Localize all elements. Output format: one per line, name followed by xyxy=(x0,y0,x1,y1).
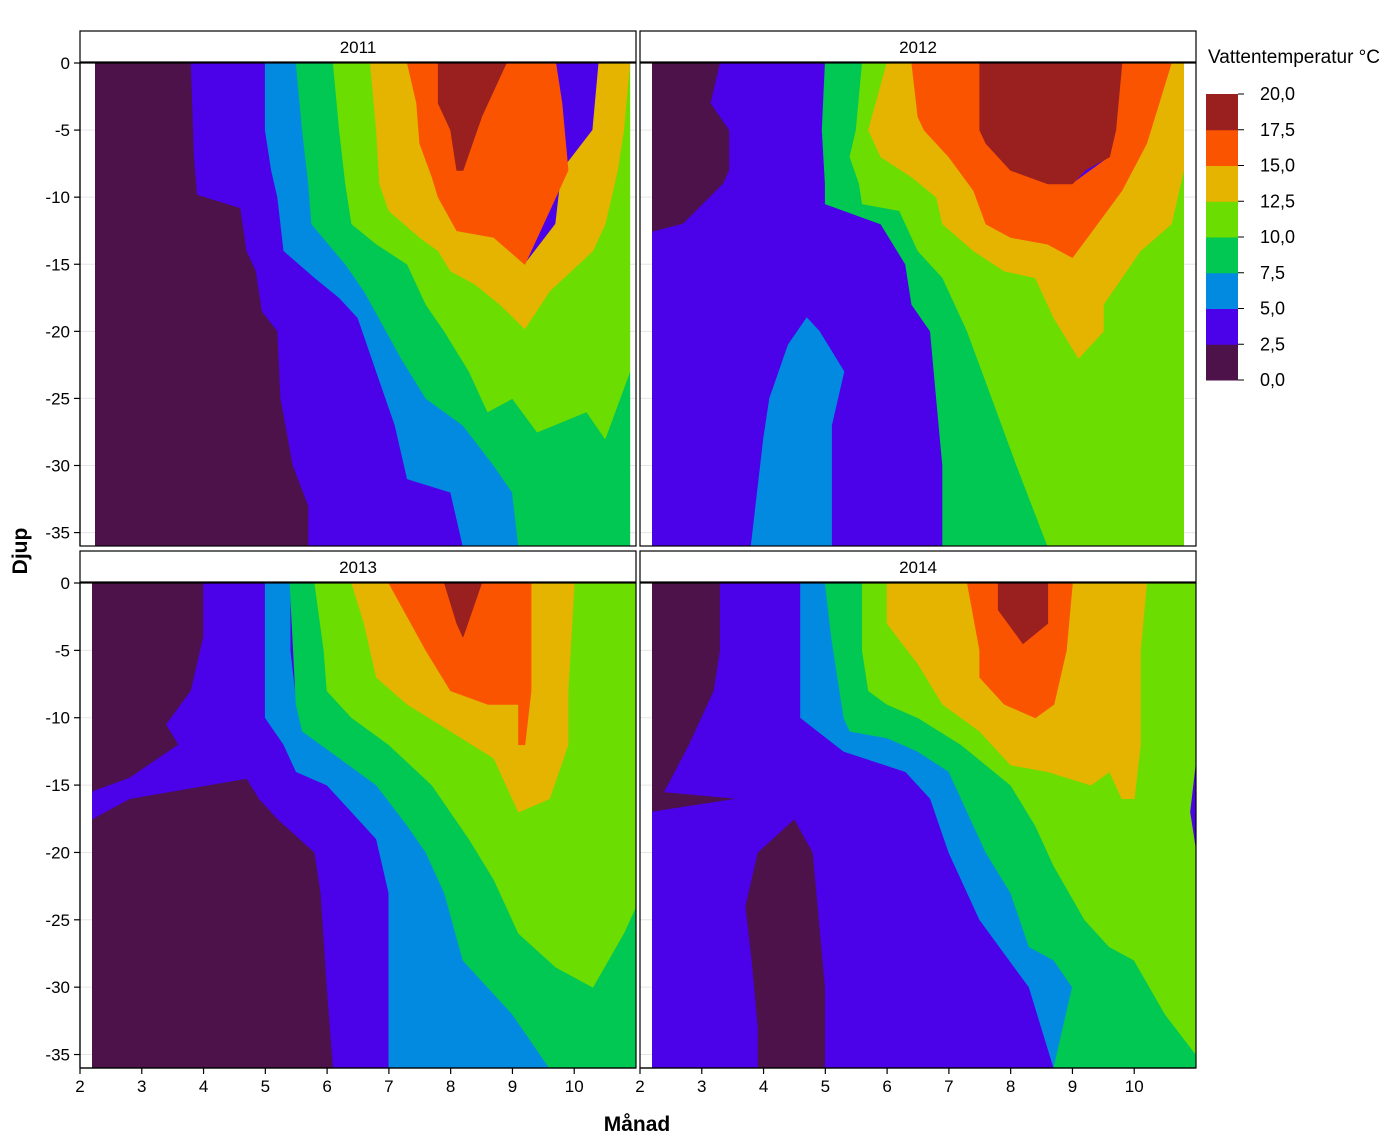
y-tick-label: -30 xyxy=(45,978,70,997)
legend-swatch xyxy=(1206,165,1238,202)
y-tick-label: -35 xyxy=(45,524,70,543)
contour-band-1-2 xyxy=(750,317,845,546)
legend-label: 12,5 xyxy=(1260,191,1295,211)
x-axis-left: 2 3 4 5 6 7 8 9 10 xyxy=(75,1067,636,1096)
legend-label: 10,0 xyxy=(1260,227,1295,247)
x-tick-label: 9 xyxy=(1068,1077,1077,1096)
panel-border xyxy=(639,62,1197,547)
legend: Vattentemperatur °C 20,0 17,5 15,0 12,5 10,0… xyxy=(1206,47,1380,390)
x-tick-label: 6 xyxy=(882,1077,891,1096)
y-tick-label: -25 xyxy=(45,911,70,930)
x-tick-label: 8 xyxy=(446,1077,455,1096)
legend-label: 0,0 xyxy=(1260,370,1285,390)
panel-2013: 2013 xyxy=(79,550,637,1069)
legend-title: Vattentemperatur °C xyxy=(1208,47,1380,68)
y-tick-label: -15 xyxy=(45,255,70,274)
strip-label-2012: 2012 xyxy=(899,38,937,57)
y-tick-label: -10 xyxy=(45,188,70,207)
x-tick-label: 10 xyxy=(565,1077,584,1096)
legend-swatch xyxy=(1206,344,1238,381)
contour-band-3-7 xyxy=(997,583,1049,644)
legend-label: 15,0 xyxy=(1260,156,1295,176)
legend-label: 7,5 xyxy=(1260,263,1285,283)
x-tick-label: 7 xyxy=(944,1077,953,1096)
strip-2011 xyxy=(79,30,637,63)
y-axis-title: Djup xyxy=(9,528,32,575)
strip-2014 xyxy=(639,550,1197,583)
y-axis-top: 0 -5 -10 -15 -20 -25 -30 -35 xyxy=(45,54,81,546)
y-tick-label: -25 xyxy=(45,389,70,408)
contour-band-1-7 xyxy=(979,63,1123,185)
strip-label-2013: 2013 xyxy=(339,558,377,577)
y-tick-label: 0 xyxy=(61,54,70,73)
legend-colorbar: 20,0 17,5 15,0 12,5 10,0 7,5 5,0 2,5 0,0 xyxy=(1206,84,1295,390)
x-tick-label: 5 xyxy=(261,1077,270,1096)
y-tick-label: -35 xyxy=(45,1046,70,1065)
legend-swatch xyxy=(1206,272,1238,309)
x-tick-label: 10 xyxy=(1125,1077,1144,1096)
legend-label: 17,5 xyxy=(1260,120,1295,140)
legend-swatch xyxy=(1206,201,1238,238)
strip-2012 xyxy=(639,30,1197,63)
x-tick-label: 5 xyxy=(821,1077,830,1096)
y-tick-label: -20 xyxy=(45,322,70,341)
x-tick-label: 7 xyxy=(384,1077,393,1096)
y-axis-bottom: 0 -5 -10 -15 -20 -25 -30 -35 xyxy=(45,574,81,1068)
legend-label: 5,0 xyxy=(1260,299,1285,319)
x-axis-title: Månad xyxy=(604,1113,671,1136)
strip-2013 xyxy=(79,550,637,583)
legend-swatch xyxy=(1206,308,1238,345)
x-tick-label: 4 xyxy=(759,1077,768,1096)
legend-swatch xyxy=(1206,237,1238,274)
legend-swatch xyxy=(1206,94,1238,131)
y-tick-label: -30 xyxy=(45,457,70,476)
strip-label-2014: 2014 xyxy=(899,558,937,577)
legend-swatch xyxy=(1206,129,1238,166)
panel-2014: 2014 xyxy=(639,550,1197,1069)
x-tick-label: 3 xyxy=(137,1077,146,1096)
y-tick-label: -5 xyxy=(55,121,70,140)
x-tick-label: 2 xyxy=(75,1077,84,1096)
x-tick-label: 2 xyxy=(635,1077,644,1096)
x-tick-label: 8 xyxy=(1006,1077,1015,1096)
legend-label: 20,0 xyxy=(1260,84,1295,104)
y-tick-label: -10 xyxy=(45,709,70,728)
y-tick-label: 0 xyxy=(61,574,70,593)
contour-band-2-7 xyxy=(444,583,483,638)
strip-label-2011: 2011 xyxy=(340,38,377,57)
x-axis-right: 2 3 4 5 6 7 8 9 10 xyxy=(635,1067,1196,1096)
legend-label: 2,5 xyxy=(1260,334,1285,354)
y-tick-label: -20 xyxy=(45,843,70,862)
x-tick-label: 4 xyxy=(199,1077,208,1096)
x-tick-label: 9 xyxy=(508,1077,517,1096)
panel-2011: 2011 xyxy=(79,30,637,547)
contour-band-0-7 xyxy=(437,63,507,171)
x-tick-label: 6 xyxy=(322,1077,331,1096)
y-tick-label: -5 xyxy=(55,641,70,660)
panel-2012: 2012 xyxy=(639,30,1197,547)
x-tick-label: 3 xyxy=(697,1077,706,1096)
y-tick-label: -15 xyxy=(45,776,70,795)
